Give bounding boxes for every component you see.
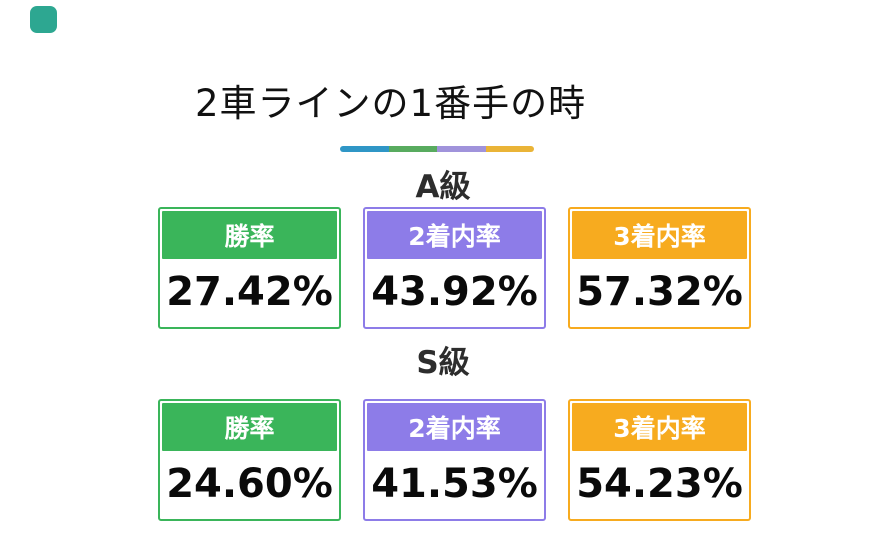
- stat-value: 41.53%: [371, 461, 538, 507]
- section-label-a-class: A級: [415, 169, 471, 205]
- title-divider: [340, 146, 534, 152]
- divider-segment-yellow: [485, 146, 534, 152]
- divider-segment-blue: [340, 146, 389, 152]
- stat-card-top3-rate-a: 3着内率 57.32%: [568, 207, 751, 329]
- stat-card-top2-rate-s: 2着内率 41.53%: [363, 399, 546, 521]
- stat-value: 57.32%: [576, 269, 743, 315]
- section-label-s-class: S級: [416, 345, 470, 381]
- stat-label: 2着内率: [367, 403, 542, 451]
- stat-label: 勝率: [162, 403, 337, 451]
- stat-label: 3着内率: [572, 211, 747, 259]
- teal-logo-square: [30, 6, 57, 33]
- stat-card-top2-rate-a: 2着内率 43.92%: [363, 207, 546, 329]
- stat-row-s-class: 勝率 24.60% 2着内率 41.53% 3着内率 54.23%: [158, 399, 751, 521]
- divider-segment-purple: [437, 146, 486, 152]
- stat-card-top3-rate-s: 3着内率 54.23%: [568, 399, 751, 521]
- stat-label: 2着内率: [367, 211, 542, 259]
- stat-label: 3着内率: [572, 403, 747, 451]
- stat-value: 24.60%: [166, 461, 333, 507]
- stat-row-a-class: 勝率 27.42% 2着内率 43.92% 3着内率 57.32%: [158, 207, 751, 329]
- divider-segment-green: [388, 146, 437, 152]
- page-title: 2車ラインの1番手の時: [195, 82, 587, 125]
- stat-value: 43.92%: [371, 269, 538, 315]
- stat-value: 54.23%: [576, 461, 743, 507]
- stat-value: 27.42%: [166, 269, 333, 315]
- stat-card-win-rate-s: 勝率 24.60%: [158, 399, 341, 521]
- stat-label: 勝率: [162, 211, 337, 259]
- stat-card-win-rate-a: 勝率 27.42%: [158, 207, 341, 329]
